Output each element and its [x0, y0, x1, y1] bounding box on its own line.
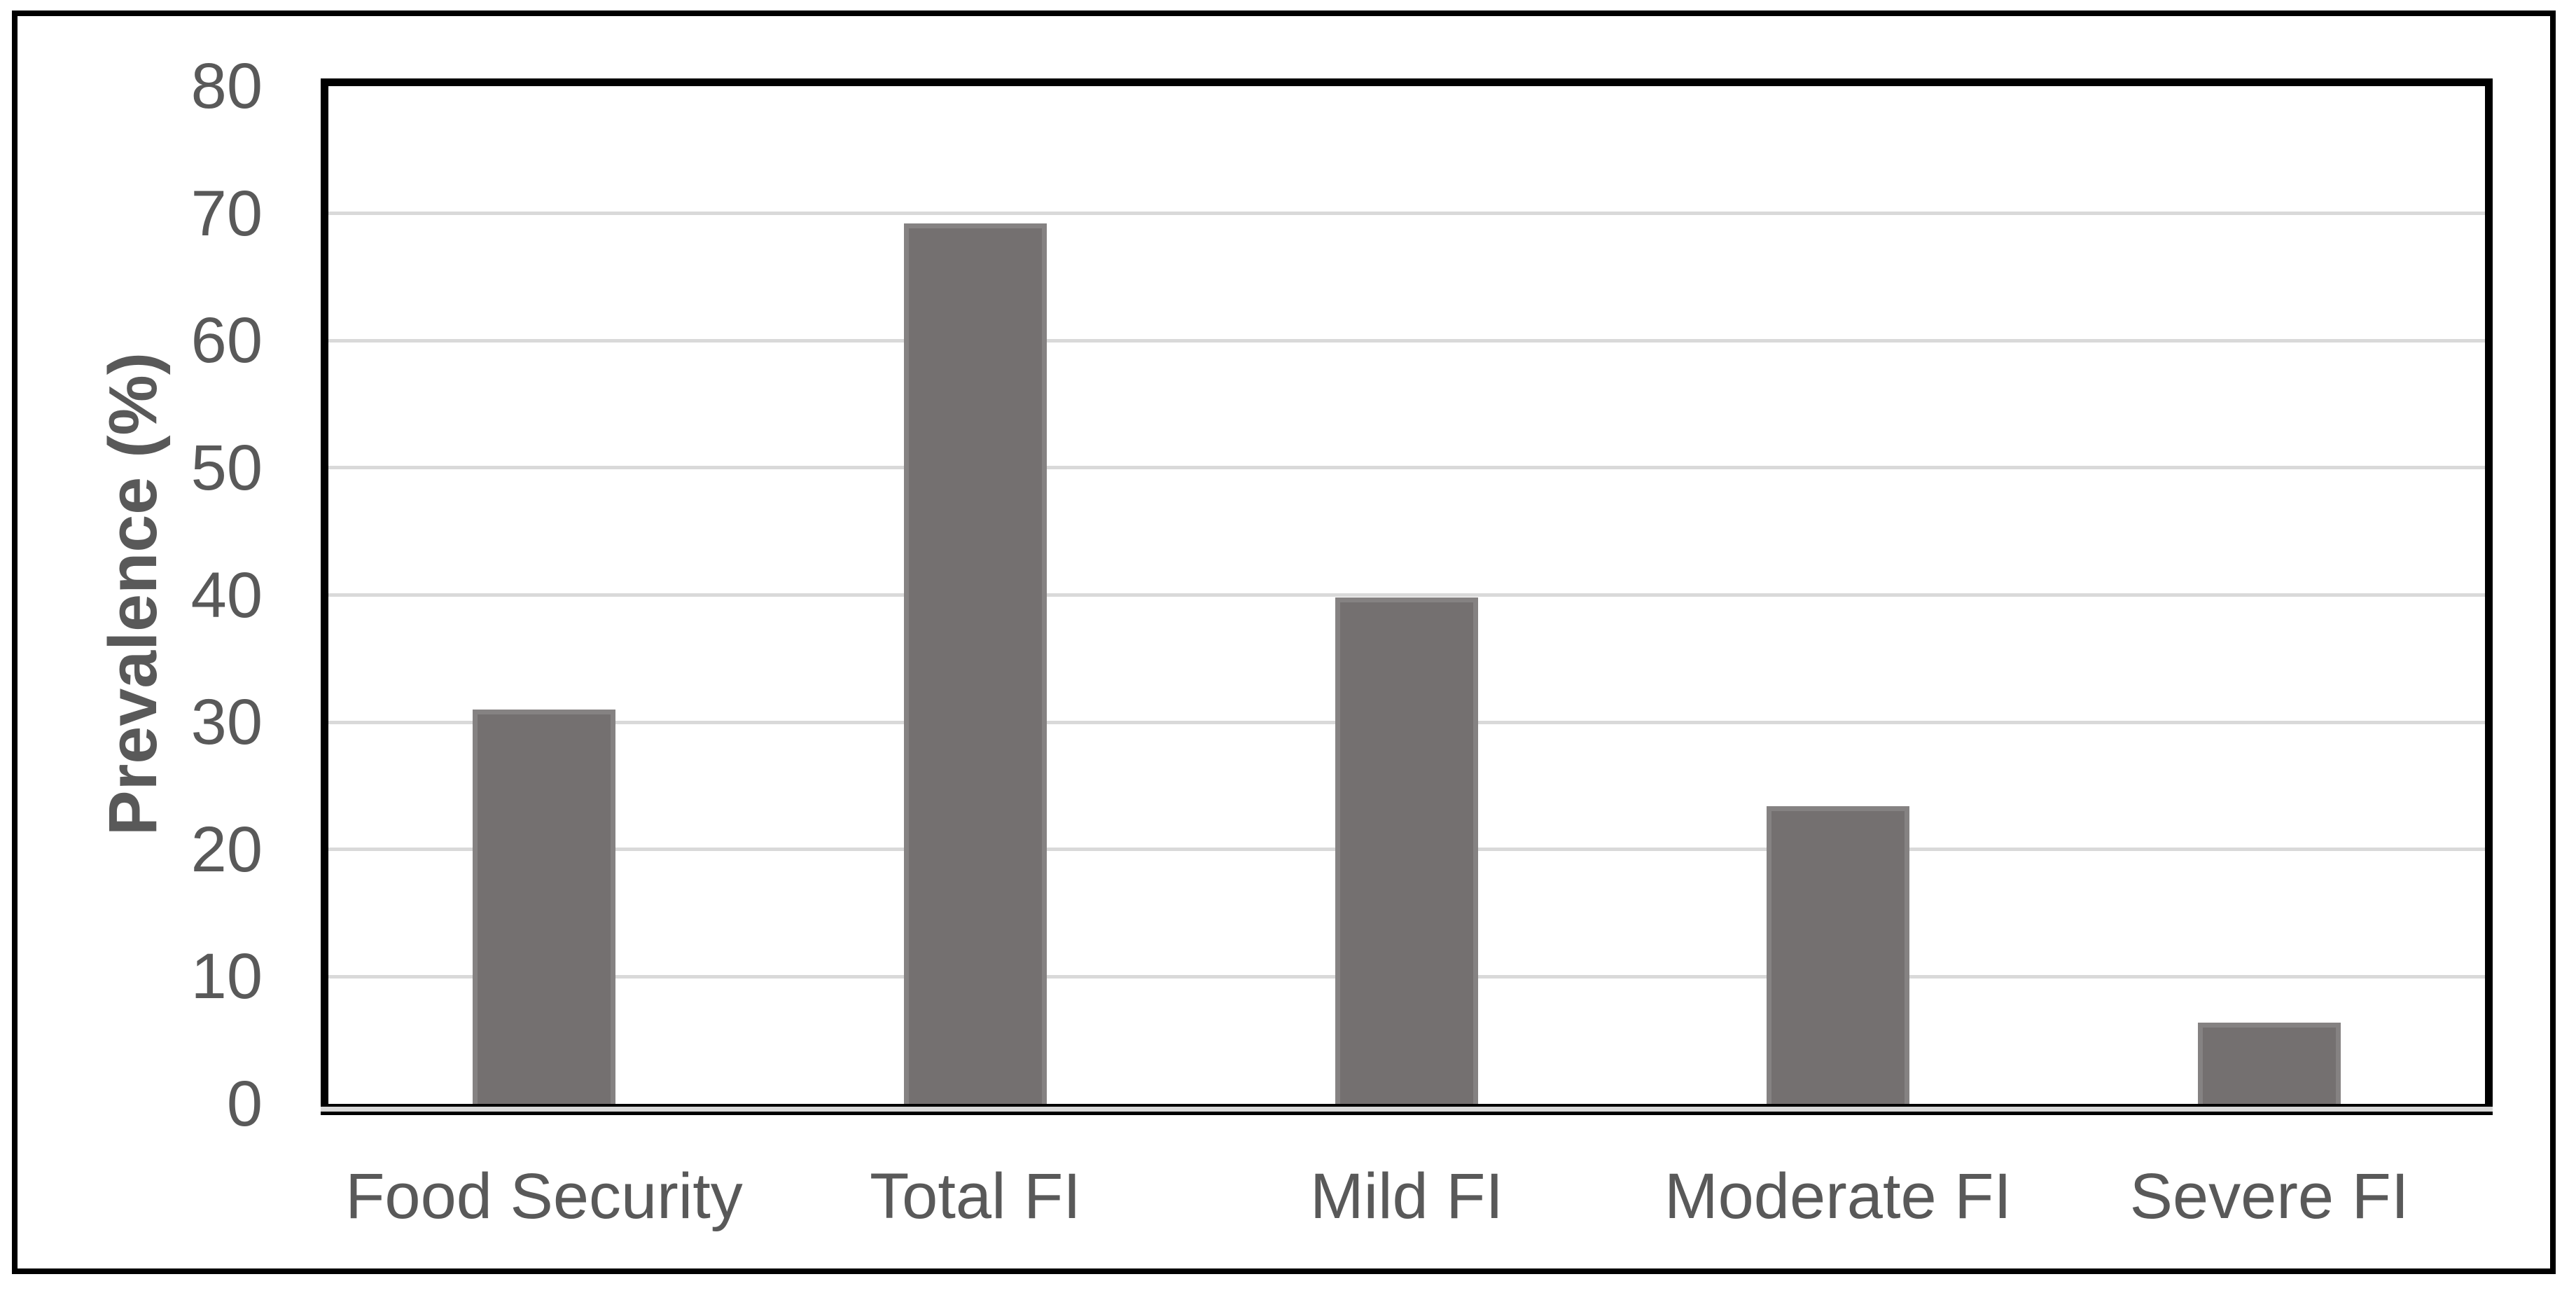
gridline-y-60	[328, 338, 2485, 343]
gridline-y-70	[328, 212, 2485, 216]
x-category-label-severe-fi: Severe FI	[2129, 1161, 2409, 1232]
y-tick-label-60: 60	[190, 305, 263, 377]
bar-total-fi	[904, 223, 1047, 1104]
x-category-label-total-fi: Total FI	[870, 1161, 1081, 1232]
y-tick-label-50: 50	[190, 431, 263, 504]
y-tick-label-10: 10	[190, 941, 263, 1013]
x-category-label-food-security: Food Security	[345, 1161, 743, 1232]
x-category-label-moderate-fi: Moderate FI	[1664, 1161, 2012, 1232]
bar-food-security	[473, 709, 615, 1104]
y-tick-label-20: 20	[190, 813, 263, 885]
y-tick-label-80: 80	[190, 50, 263, 122]
y-tick-label-30: 30	[190, 686, 263, 759]
bar-mild-fi	[1335, 597, 1478, 1104]
figure-border	[12, 11, 2556, 1274]
x-category-label-mild-fi: Mild FI	[1310, 1161, 1503, 1232]
bar-severe-fi	[2198, 1022, 2341, 1104]
x-axis-line	[321, 1107, 2493, 1115]
y-axis-title: Prevalence (%)	[95, 352, 171, 836]
y-tick-label-40: 40	[190, 559, 263, 631]
y-tick-label-70: 70	[190, 177, 263, 249]
gridline-y-40	[328, 593, 2485, 597]
bar-moderate-fi	[1767, 805, 1909, 1104]
gridline-y-50	[328, 466, 2485, 470]
y-tick-label-0: 0	[226, 1068, 263, 1140]
